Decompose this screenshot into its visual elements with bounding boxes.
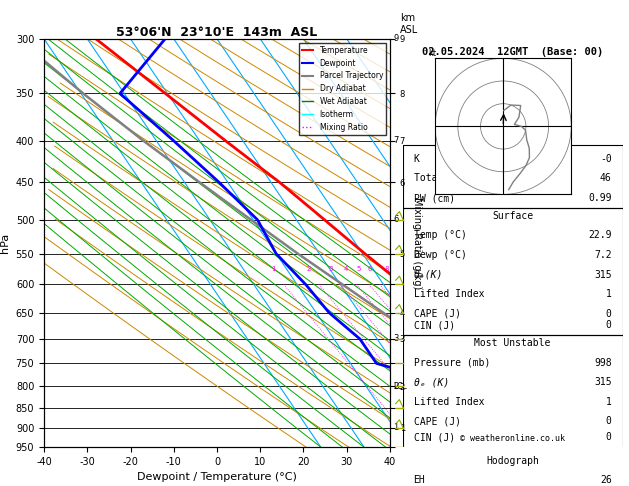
Text: 46: 46 [600,174,611,184]
Text: Surface: Surface [492,211,533,221]
Y-axis label: Mixing Ratio (g/kg): Mixing Ratio (g/kg) [412,197,421,289]
Text: Dewp (°C): Dewp (°C) [414,250,467,260]
Text: 7.2: 7.2 [594,250,611,260]
Text: -0: -0 [600,154,611,164]
Text: 3: 3 [328,266,333,272]
Text: 1: 1 [272,266,276,272]
Text: 0: 0 [606,309,611,319]
Text: θₑ(K): θₑ(K) [414,270,443,279]
Text: K: K [414,154,420,164]
Text: Hodograph: Hodograph [486,456,539,466]
Text: EH: EH [414,475,425,485]
Text: 1: 1 [606,289,611,299]
Text: CIN (J): CIN (J) [414,432,455,442]
Text: 6: 6 [367,266,372,272]
Text: CAPE (J): CAPE (J) [414,417,460,427]
Text: CIN (J): CIN (J) [414,320,455,330]
Y-axis label: hPa: hPa [0,233,10,253]
Text: © weatheronline.co.uk: © weatheronline.co.uk [460,434,565,443]
Text: 26: 26 [600,475,611,485]
Text: kt: kt [428,49,437,58]
Text: 3: 3 [394,334,399,344]
Text: Lifted Index: Lifted Index [414,397,484,407]
Text: 8: 8 [384,266,389,272]
Text: 2: 2 [307,266,311,272]
Text: 0.99: 0.99 [588,193,611,203]
Text: Most Unstable: Most Unstable [474,338,551,348]
Text: 0: 0 [606,417,611,427]
Text: PW (cm): PW (cm) [414,193,455,203]
Text: 1: 1 [394,423,399,433]
Text: 0: 0 [606,320,611,330]
Text: 9: 9 [394,35,399,43]
Text: LCL: LCL [394,382,407,391]
Text: 0: 0 [606,432,611,442]
Legend: Temperature, Dewpoint, Parcel Trajectory, Dry Adiabat, Wet Adiabat, Isotherm, Mi: Temperature, Dewpoint, Parcel Trajectory… [299,43,386,135]
Text: 7: 7 [394,136,399,145]
Title: 53°06'N  23°10'E  143m  ASL: 53°06'N 23°10'E 143m ASL [116,26,318,39]
Text: 6: 6 [394,215,399,225]
Text: Temp (°C): Temp (°C) [414,230,467,240]
Text: 1: 1 [606,397,611,407]
Text: Pressure (mb): Pressure (mb) [414,358,490,368]
Text: 315: 315 [594,377,611,387]
Text: 02.05.2024  12GMT  (Base: 00): 02.05.2024 12GMT (Base: 00) [422,47,603,57]
Text: Totals Totals: Totals Totals [414,174,490,184]
Text: km
ASL: km ASL [401,13,419,35]
X-axis label: Dewpoint / Temperature (°C): Dewpoint / Temperature (°C) [137,472,297,483]
Text: θₑ (K): θₑ (K) [414,377,449,387]
Text: CAPE (J): CAPE (J) [414,309,460,319]
Text: 2: 2 [394,382,399,391]
Text: 5: 5 [357,266,361,272]
Text: 22.9: 22.9 [588,230,611,240]
Text: 4: 4 [344,266,348,272]
Text: 998: 998 [594,358,611,368]
Text: 315: 315 [594,270,611,279]
Text: Lifted Index: Lifted Index [414,289,484,299]
